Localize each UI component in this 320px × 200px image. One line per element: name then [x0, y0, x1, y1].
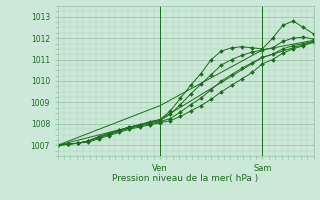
X-axis label: Pression niveau de la mer( hPa ): Pression niveau de la mer( hPa )	[112, 174, 259, 183]
